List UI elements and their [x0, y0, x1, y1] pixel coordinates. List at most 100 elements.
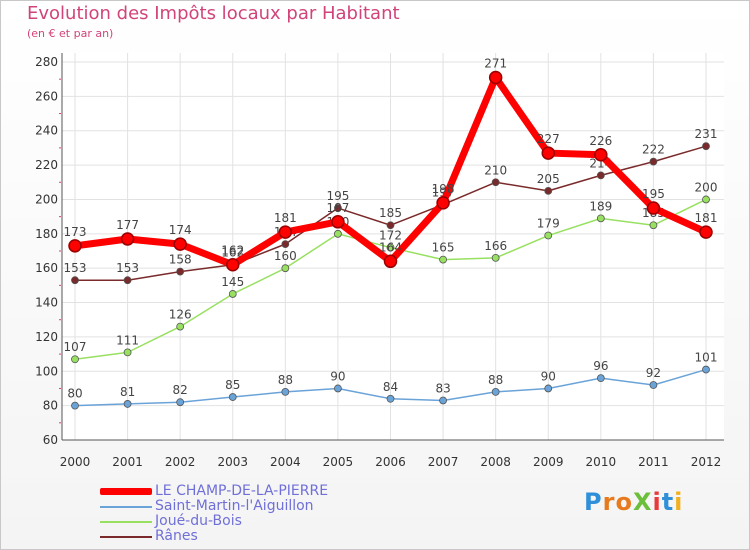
data-label: 162 [221, 246, 244, 260]
data-point [544, 186, 553, 195]
data-point [226, 257, 240, 272]
data-label: 81 [120, 385, 135, 399]
legend-swatch-champ [100, 488, 152, 495]
data-label: 153 [116, 261, 139, 275]
x-tick-label: 2008 [480, 455, 511, 469]
data-point [281, 240, 290, 249]
data-point [702, 365, 710, 374]
data-point [281, 387, 290, 396]
data-label: 164 [379, 240, 402, 254]
data-label: 195 [326, 189, 349, 203]
legend-label-joue: Joué-du-Bois [155, 513, 242, 529]
data-point [596, 374, 605, 383]
data-label: 83 [435, 381, 450, 395]
data-label: 181 [274, 211, 297, 225]
data-label: 200 [695, 180, 718, 194]
data-point [176, 398, 185, 407]
data-point [123, 348, 132, 357]
data-point [386, 243, 395, 252]
data-label: 227 [537, 132, 560, 146]
chart-subtitle: (en € et par an) [27, 27, 114, 40]
x-tick-label: 2009 [533, 455, 564, 469]
x-tick-label: 2004 [270, 455, 301, 469]
data-label: 92 [646, 366, 661, 380]
chart-title: Evolution des Impôts locaux par Habitant [27, 3, 400, 24]
data-point [596, 214, 605, 223]
y-tick-label: 220 [35, 158, 58, 172]
y-tick-label: 260 [35, 89, 58, 103]
logo-letter: r [602, 488, 616, 516]
data-label: 165 [432, 241, 455, 255]
y-tick-label: 280 [35, 55, 58, 69]
proxiti-logo: ProXiti [584, 488, 683, 516]
x-tick-label: 2012 [691, 455, 722, 469]
data-point [278, 225, 293, 239]
data-point [71, 401, 79, 410]
data-label: 158 [169, 253, 192, 267]
data-point [331, 215, 345, 229]
data-label: 145 [221, 275, 244, 289]
data-point [334, 384, 342, 393]
y-tick-label: 120 [35, 330, 58, 344]
logo-letter: o [615, 488, 633, 516]
data-label: 222 [642, 143, 665, 157]
y-tick-label: 100 [35, 364, 58, 378]
data-point [120, 232, 135, 246]
data-point [596, 171, 605, 180]
data-point [176, 267, 185, 276]
data-point [649, 381, 658, 389]
y-tick-label: 80 [43, 399, 58, 413]
logo-letter: i [652, 488, 662, 516]
data-point [594, 148, 608, 162]
data-label: 111 [116, 333, 139, 347]
data-label: 126 [169, 308, 192, 322]
data-point [383, 254, 398, 269]
data-label: 84 [383, 380, 398, 394]
data-point [228, 290, 237, 298]
x-tick-label: 2000 [60, 455, 91, 469]
y-tick-label: 140 [35, 296, 58, 310]
data-point [491, 387, 500, 396]
data-point [173, 237, 187, 251]
data-label: 226 [589, 134, 612, 148]
x-tick-label: 2001 [112, 455, 143, 469]
data-label: 177 [116, 218, 139, 232]
y-tick-label: 160 [35, 261, 58, 275]
data-point [488, 70, 503, 85]
data-point [702, 195, 710, 204]
y-tick-label: 200 [35, 192, 58, 206]
data-label: 189 [589, 199, 612, 213]
data-point [334, 204, 342, 212]
data-point [176, 322, 185, 331]
data-point [439, 255, 447, 264]
legend-label-ranes: Rânes [155, 528, 198, 544]
x-tick-label: 2006 [375, 455, 406, 469]
logo-letter: X [632, 488, 653, 516]
data-label: 271 [484, 56, 507, 70]
data-label: 80 [67, 387, 82, 401]
data-point [334, 229, 342, 238]
data-point [491, 253, 500, 262]
data-label: 198 [432, 182, 455, 196]
data-label: 205 [537, 172, 560, 186]
data-point [436, 196, 450, 210]
data-point [123, 400, 132, 408]
data-label: 181 [695, 211, 718, 225]
x-tick-label: 2003 [217, 455, 248, 469]
data-point [71, 355, 79, 364]
x-tick-label: 2010 [586, 455, 617, 469]
legend-swatch-joue [100, 521, 152, 523]
legend-swatch-saint-martin [100, 506, 152, 508]
x-tick-label: 2007 [428, 455, 459, 469]
data-label: 90 [541, 369, 556, 383]
data-label: 101 [695, 351, 718, 365]
data-label: 172 [379, 229, 402, 243]
data-point [646, 201, 661, 215]
data-label: 153 [64, 261, 87, 275]
data-label: 90 [330, 369, 345, 383]
logo-letter: t [661, 488, 675, 516]
data-label: 210 [484, 163, 507, 177]
data-label: 195 [642, 187, 665, 201]
data-point [123, 276, 132, 285]
